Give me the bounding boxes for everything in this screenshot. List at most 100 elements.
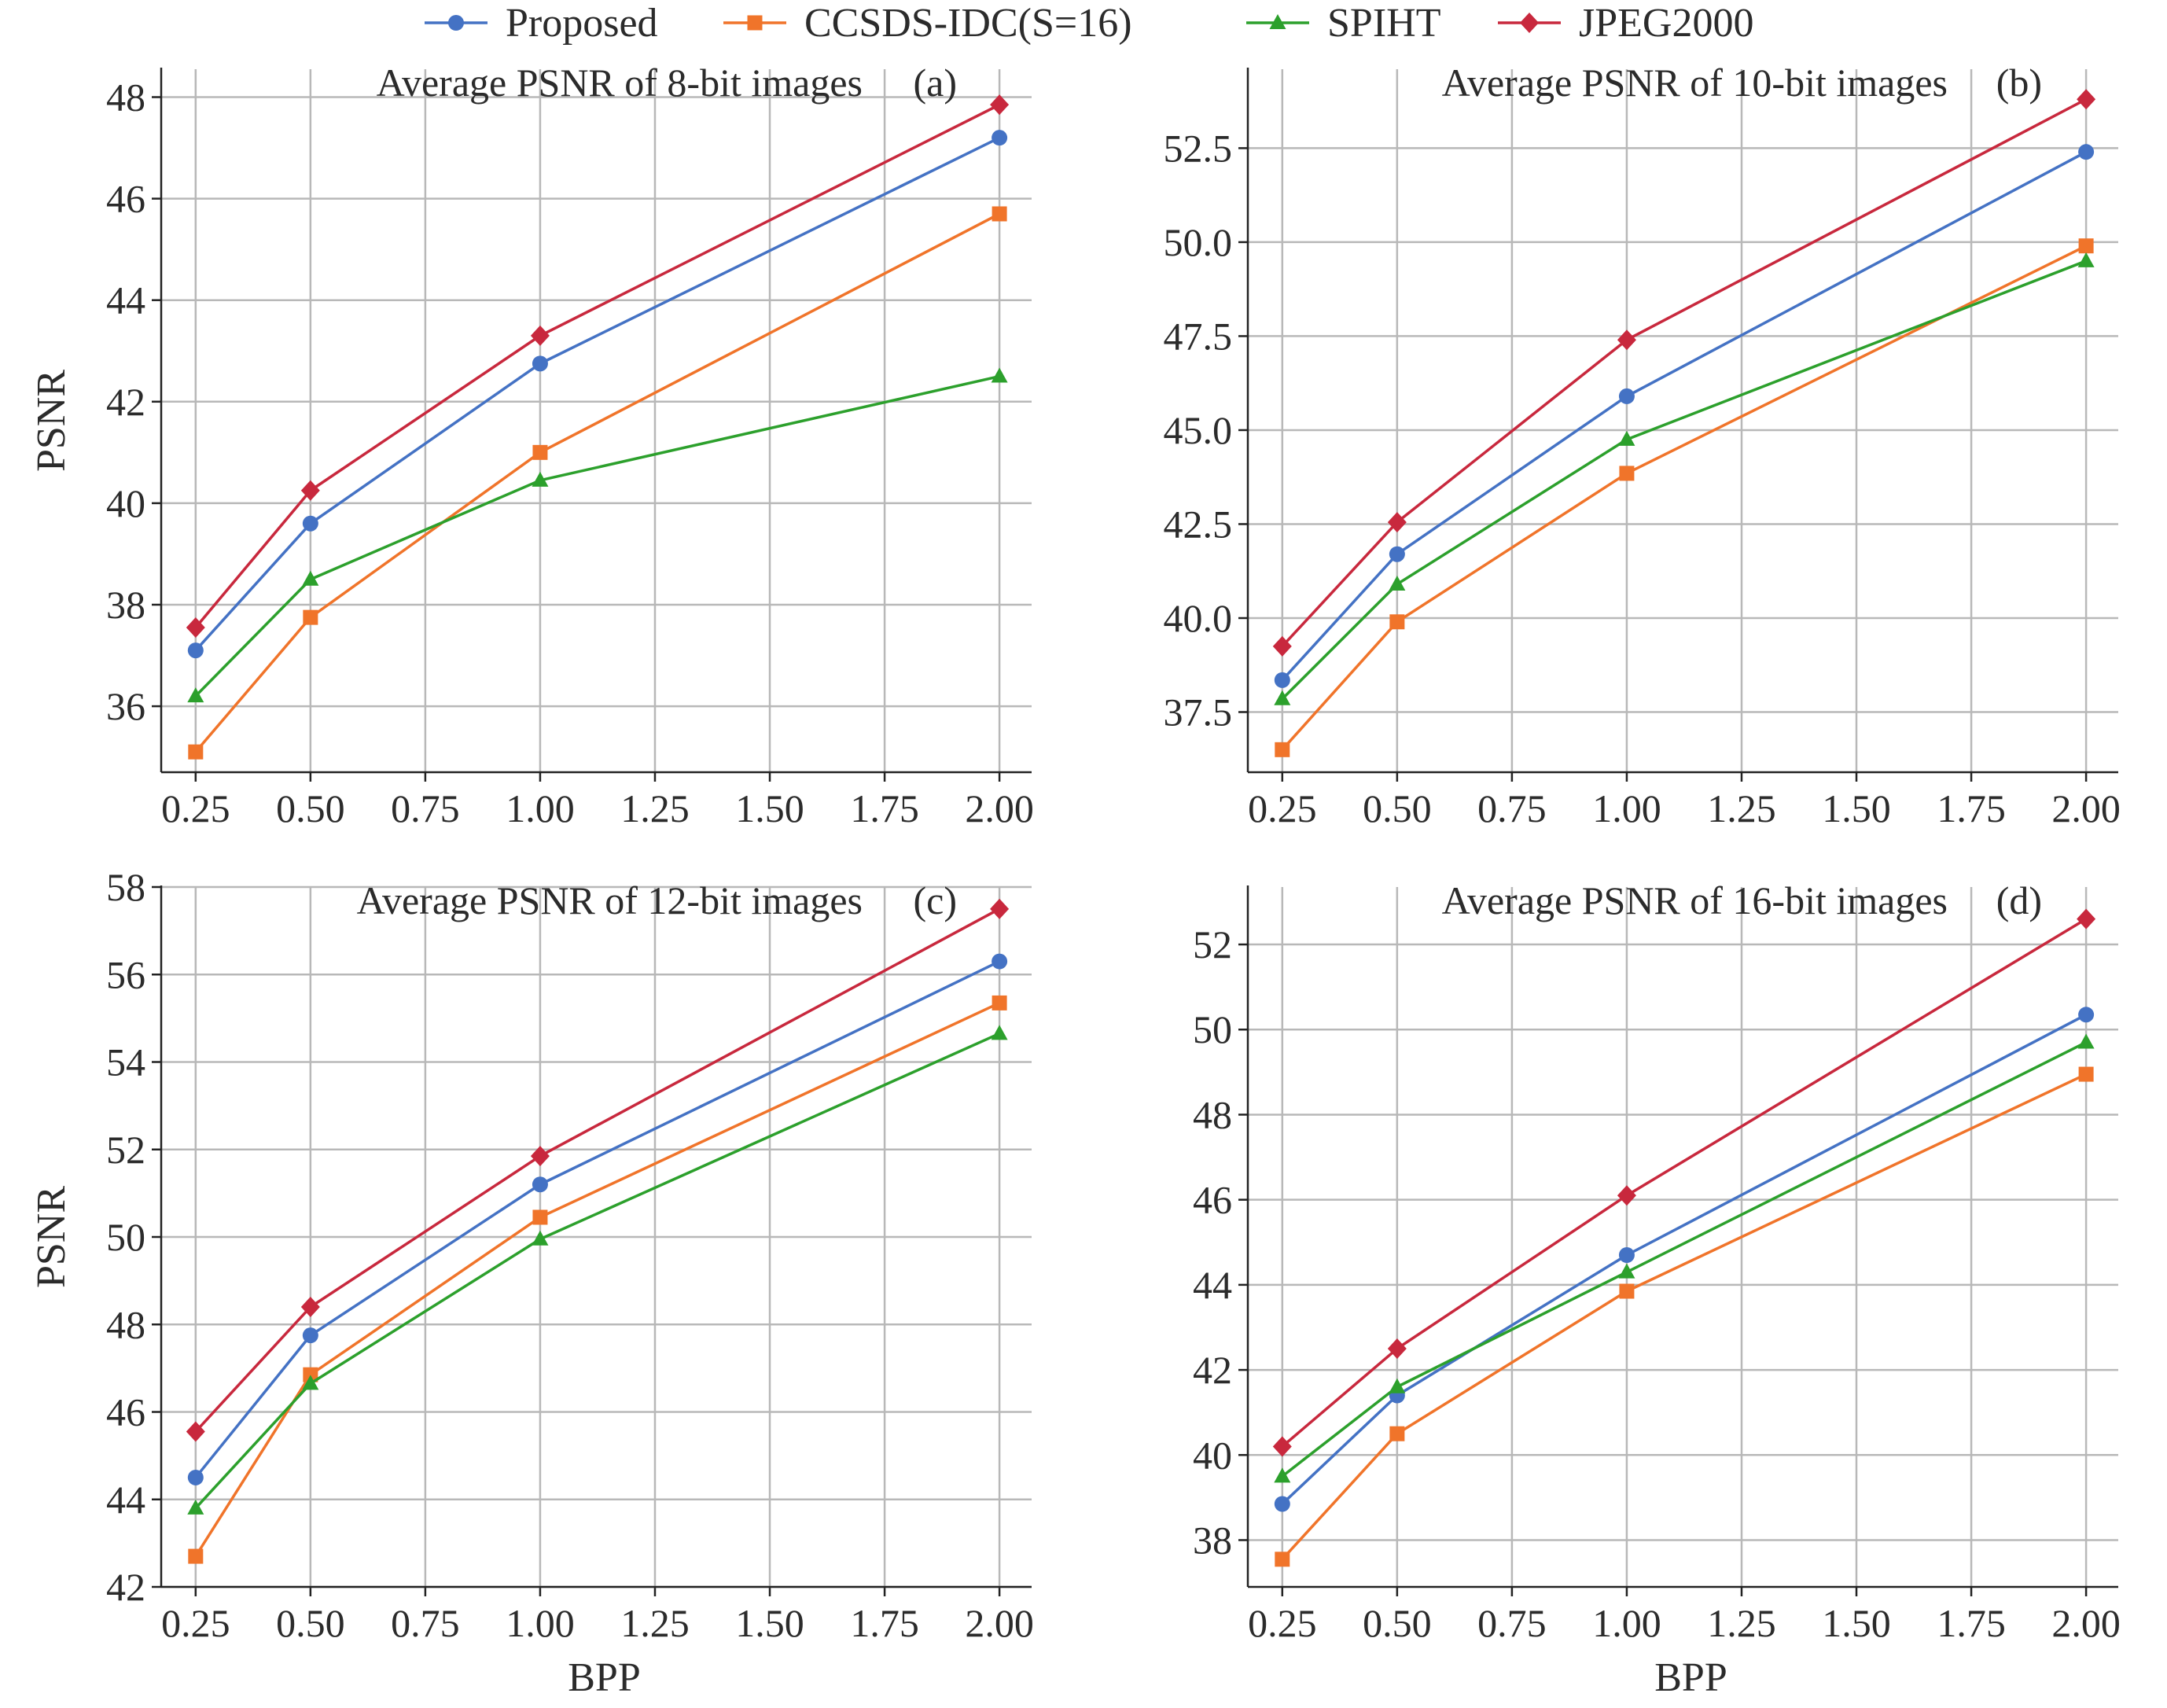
data-point: [188, 744, 204, 760]
data-point: [532, 355, 548, 372]
data-point: [532, 1230, 549, 1246]
y-tick-label: 42.5: [1164, 502, 1233, 546]
legend-item-proposed: Proposed: [425, 1, 658, 46]
legend-item-spiht: SPIHT: [1246, 1, 1440, 46]
data-point: [1387, 1338, 1407, 1360]
x-tick-label: 2.00: [965, 1601, 1034, 1645]
x-tick-label: 0.25: [1248, 786, 1317, 830]
data-point: [990, 94, 1010, 116]
y-tick-label: 50: [106, 1215, 145, 1259]
x-tick-label: 0.25: [161, 1601, 230, 1645]
x-tick-label: 0.75: [391, 786, 460, 830]
y-tick-label: 37.5: [1164, 690, 1233, 734]
series-spiht: [1274, 1033, 2095, 1483]
x-tick-label: 1.25: [1707, 1601, 1776, 1645]
data-point: [187, 687, 204, 703]
x-tick-label: 1.50: [1822, 786, 1891, 830]
y-tick-label: 48: [106, 75, 145, 120]
series-line: [1281, 245, 2087, 751]
data-point: [300, 480, 320, 501]
series-line: [1281, 98, 2087, 648]
data-point: [2078, 238, 2094, 254]
data-point: [1274, 690, 1291, 705]
x-tick-label: 1.50: [735, 1601, 804, 1645]
y-tick-label: 40: [1193, 1433, 1232, 1477]
series-spiht: [187, 367, 1008, 703]
series-proposed: [187, 130, 1008, 659]
data-point: [186, 617, 205, 639]
series-proposed: [1274, 144, 2095, 688]
data-point: [2078, 1007, 2095, 1023]
series-proposed: [187, 953, 1008, 1485]
panel-label: (a): [914, 61, 958, 105]
y-tick-label: 38: [1193, 1518, 1232, 1562]
x-tick-label: 0.50: [276, 786, 345, 830]
data-point: [530, 325, 550, 346]
series-jpeg2000: [1272, 89, 2096, 657]
series-line: [194, 374, 1000, 698]
panel-label: (c): [914, 878, 958, 922]
x-tick-label: 0.50: [1363, 1601, 1432, 1645]
data-point: [990, 898, 1010, 919]
series-line: [194, 136, 1000, 652]
panel-title: Average PSNR of 8-bit images: [377, 61, 863, 105]
y-tick-label: 44: [1193, 1263, 1232, 1307]
y-tick-label: 36: [106, 684, 145, 728]
data-point: [1274, 1467, 1291, 1483]
series-line: [1281, 1040, 2087, 1478]
panel-title: Average PSNR of 16-bit images: [1442, 878, 1948, 922]
y-tick-label: 40: [106, 481, 145, 525]
data-point: [2077, 908, 2096, 929]
data-point: [1617, 329, 1636, 351]
legend-marker-square: [747, 15, 763, 31]
series-line: [194, 907, 1000, 1433]
legend-marker-diamond: [1520, 13, 1539, 33]
data-point: [532, 471, 549, 487]
y-tick-label: 42: [106, 380, 145, 424]
data-point: [1389, 546, 1405, 562]
y-tick-label: 50.0: [1164, 220, 1233, 264]
series-spiht: [187, 1025, 1008, 1515]
y-tick-label: 44: [106, 1478, 145, 1522]
series-ccsds-idc-s-16: [188, 206, 1007, 760]
x-tick-label: 2.00: [2051, 1601, 2121, 1645]
x-tick-label: 0.25: [1248, 1601, 1317, 1645]
y-tick-label: 44: [106, 278, 145, 322]
data-point: [188, 1548, 204, 1564]
y-tick-label: 48: [1193, 1092, 1232, 1136]
data-point: [992, 953, 1008, 970]
chart-panel-c: 0.25 0.50 0.75 1.00 1.25 1.50 1.75 2.00 42 44 46 48…: [29, 865, 1034, 1700]
x-tick-label: 1.75: [1937, 786, 2006, 830]
chart-panel-b: 0.25 0.50 0.75 1.00 1.25 1.50 1.75 2.00 37.5 40.0…: [1164, 61, 2121, 830]
data-point: [302, 1327, 318, 1344]
x-tick-label: 0.75: [1477, 1601, 1547, 1645]
data-point: [1274, 672, 1290, 688]
data-point: [2077, 252, 2095, 267]
series-line: [194, 959, 1000, 1479]
series-line: [1281, 150, 2087, 682]
data-point: [303, 1367, 318, 1382]
y-tick-label: 46: [1193, 1178, 1232, 1222]
data-point: [530, 1146, 550, 1167]
panel-title: Average PSNR of 12-bit images: [357, 878, 863, 922]
y-tick-label: 48: [106, 1302, 145, 1346]
data-point: [1272, 635, 1292, 657]
data-point: [1618, 430, 1635, 446]
data-point: [302, 515, 318, 532]
series-line: [1281, 260, 2087, 701]
panels: 0.25 0.50 0.75 1.00 1.25 1.50 1.75 2.00 36 38 40 42…: [29, 61, 2121, 1700]
legend-marker-circle: [448, 15, 464, 31]
legend: Proposed CCSDS-IDC(S=16) SPIHT JPEG2000: [425, 1, 1753, 46]
data-point: [2077, 89, 2096, 110]
data-point: [532, 1176, 548, 1193]
series-line: [1281, 1013, 2087, 1505]
data-point: [302, 570, 319, 586]
series-line: [1281, 918, 2088, 1448]
chart-panel-a: 0.25 0.50 0.75 1.00 1.25 1.50 1.75 2.00 36 38 40 42…: [29, 61, 1034, 830]
legend-label: JPEG2000: [1579, 1, 1753, 46]
data-point: [1389, 575, 1406, 591]
x-tick-label: 1.50: [735, 786, 804, 830]
y-tick-label: 52: [106, 1128, 145, 1172]
data-point: [302, 1375, 319, 1390]
data-point: [532, 1209, 548, 1225]
